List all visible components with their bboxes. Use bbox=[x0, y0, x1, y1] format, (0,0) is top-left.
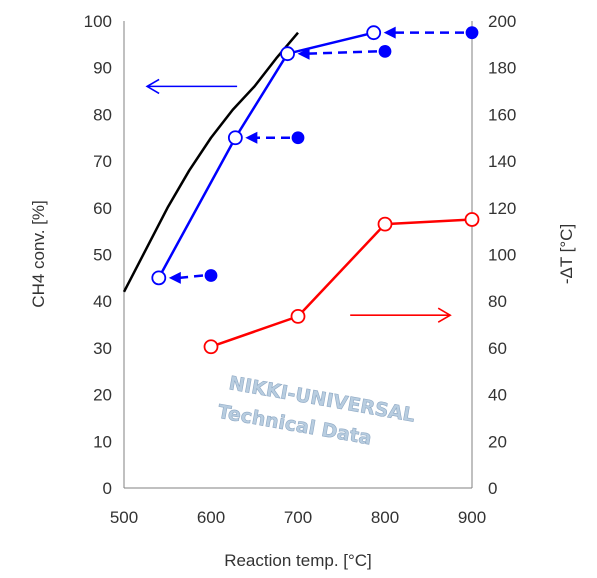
series-2 bbox=[151, 25, 382, 286]
series-4 bbox=[203, 212, 480, 355]
data-point-2-2 bbox=[227, 130, 243, 146]
shift-arrow-line-3 bbox=[307, 50, 378, 55]
x-axis-title: Reaction temp. [°C] bbox=[224, 551, 372, 570]
series-1 bbox=[122, 31, 299, 293]
shift-arrow-head-4 bbox=[383, 26, 396, 39]
x-tick-label: 900 bbox=[458, 508, 486, 527]
y-right-tick-label: 200 bbox=[488, 12, 516, 31]
y-left-tick-label: 0 bbox=[103, 479, 112, 498]
y-left-tick-label: 30 bbox=[93, 339, 112, 358]
data-point-3-1 bbox=[204, 269, 218, 282]
data-point-3-2 bbox=[291, 131, 305, 145]
series-layer bbox=[122, 25, 480, 355]
x-tick-label: 600 bbox=[197, 508, 225, 527]
series-line-1 bbox=[122, 31, 299, 293]
data-point-4-2 bbox=[290, 308, 306, 324]
shift-arrow-head-1 bbox=[168, 271, 181, 284]
y-axis-left-title: CH4 conv. [%] bbox=[29, 200, 48, 307]
data-point-2-3 bbox=[280, 46, 295, 62]
data-point-4-1 bbox=[203, 339, 219, 355]
y-right-tick-label: 60 bbox=[488, 339, 507, 358]
y-left-tick-label: 90 bbox=[93, 59, 112, 78]
data-point-2-1 bbox=[151, 270, 167, 286]
data-point-4-4 bbox=[464, 212, 480, 227]
data-point-4-3 bbox=[377, 216, 393, 232]
y-left-tick-label: 20 bbox=[93, 386, 112, 405]
y-left-tick-label: 10 bbox=[93, 432, 112, 451]
y-right-tick-label: 140 bbox=[488, 152, 516, 171]
x-tick-label: 700 bbox=[284, 508, 312, 527]
series-3 bbox=[204, 26, 479, 282]
axis-indicator-arrowhead-2 bbox=[437, 307, 452, 323]
y-right-tick-label: 180 bbox=[488, 59, 516, 78]
shift-arrow-line-1 bbox=[178, 274, 204, 280]
data-point-3-4 bbox=[465, 26, 479, 40]
arrows-layer bbox=[145, 26, 464, 323]
x-tick-label: 800 bbox=[371, 508, 399, 527]
y-right-tick-label: 100 bbox=[488, 246, 516, 265]
series-line-2 bbox=[157, 31, 374, 279]
y-left-tick-label: 40 bbox=[93, 292, 112, 311]
y-left-tick-label: 50 bbox=[93, 246, 112, 265]
y-left-tick-label: 60 bbox=[93, 199, 112, 218]
y-right-tick-label: 0 bbox=[488, 479, 497, 498]
axis-indicator-arrowhead-1 bbox=[145, 78, 160, 95]
y-right-tick-label: 20 bbox=[488, 432, 507, 451]
y-axis-right-title: -ΔT [°C] bbox=[557, 224, 576, 284]
series-line-4 bbox=[210, 218, 473, 348]
y-left-tick-label: 100 bbox=[84, 12, 112, 31]
shift-arrow-head-3 bbox=[297, 47, 310, 60]
y-right-tick-label: 120 bbox=[488, 199, 516, 218]
y-right-tick-label: 40 bbox=[488, 386, 507, 405]
y-left-tick-label: 80 bbox=[93, 105, 112, 124]
y-right-tick-label: 80 bbox=[488, 292, 507, 311]
data-point-3-3 bbox=[378, 44, 392, 58]
y-left-tick-label: 70 bbox=[93, 152, 112, 171]
chart-axes bbox=[123, 21, 473, 489]
tick-labels: 500 600 700 800 9000102030405060708090100020… bbox=[84, 12, 517, 527]
watermark: NIKKI-UNIVERSAL Technical Data bbox=[216, 372, 417, 450]
shift-arrow-head-2 bbox=[245, 131, 258, 144]
x-tick-label: 500 bbox=[110, 508, 138, 527]
y-right-tick-label: 160 bbox=[488, 105, 516, 124]
data-point-2-4 bbox=[366, 25, 382, 41]
